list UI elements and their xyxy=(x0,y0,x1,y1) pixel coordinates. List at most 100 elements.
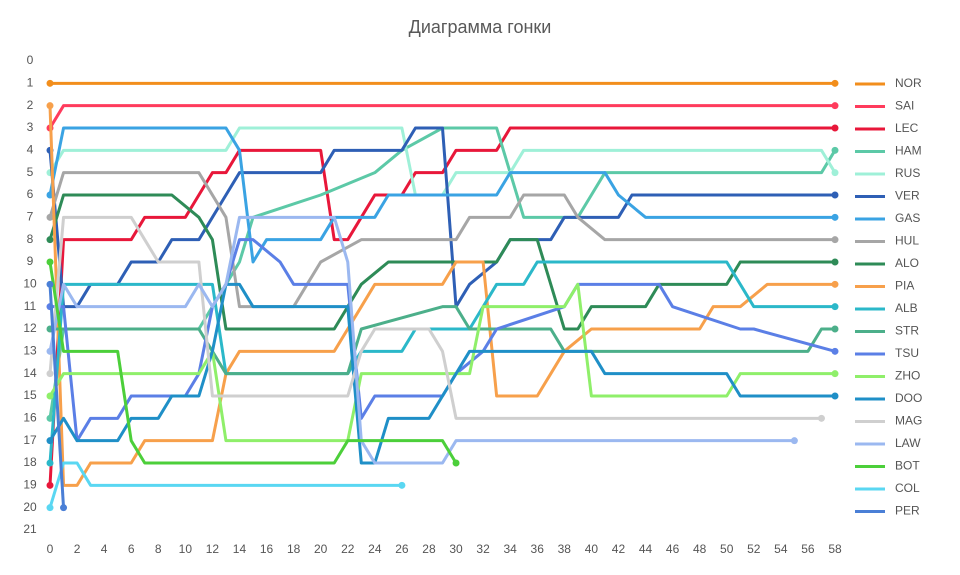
x-tick-label: 42 xyxy=(612,542,626,556)
chart-title: Диаграмма гонки xyxy=(409,17,552,37)
series-line xyxy=(48,126,835,486)
y-tick-label: 5 xyxy=(27,165,34,179)
legend-label: ALO xyxy=(895,256,919,270)
x-tick-label: 2 xyxy=(74,542,81,556)
x-tick-label: 58 xyxy=(828,542,842,556)
series-line xyxy=(48,215,822,420)
x-tick-label: 22 xyxy=(341,542,355,556)
end-marker xyxy=(831,102,839,110)
y-tick-label: 4 xyxy=(27,143,34,157)
end-marker xyxy=(790,437,798,445)
x-tick-label: 44 xyxy=(639,542,653,556)
x-tick-label: 6 xyxy=(128,542,135,556)
legend-label: VER xyxy=(895,189,920,203)
x-tick-label: 32 xyxy=(476,542,490,556)
legend-label: LAW xyxy=(895,436,921,450)
series-line xyxy=(48,261,458,465)
start-marker xyxy=(46,504,54,512)
legend-label: RUS xyxy=(895,166,920,180)
y-tick-label: 12 xyxy=(23,321,37,335)
x-tick-label: 0 xyxy=(47,542,54,556)
series-line xyxy=(50,305,835,376)
end-marker xyxy=(831,280,839,288)
y-tick-label: 21 xyxy=(23,522,37,536)
x-tick-label: 40 xyxy=(585,542,599,556)
series-line xyxy=(48,126,835,264)
x-tick-label: 24 xyxy=(368,542,382,556)
y-tick-label: 0 xyxy=(27,53,34,67)
series-line xyxy=(48,193,835,331)
y-tick-label: 16 xyxy=(23,411,37,425)
x-tick-label: 54 xyxy=(774,542,788,556)
legend-label: NOR xyxy=(895,76,922,90)
x-tick-label: 36 xyxy=(531,542,545,556)
x-tick-label: 28 xyxy=(422,542,436,556)
x-tick-label: 26 xyxy=(395,542,409,556)
series-line xyxy=(50,238,836,443)
end-marker xyxy=(831,124,839,132)
start-marker xyxy=(46,437,54,445)
end-marker xyxy=(831,347,839,355)
y-tick-label: 7 xyxy=(27,210,34,224)
series-line xyxy=(48,171,835,309)
end-marker xyxy=(60,504,68,512)
start-marker xyxy=(46,347,54,355)
end-marker xyxy=(398,481,406,489)
y-tick-label: 20 xyxy=(23,500,37,514)
y-tick-label: 17 xyxy=(23,433,37,447)
x-tick-label: 18 xyxy=(287,542,301,556)
y-tick-label: 8 xyxy=(27,232,34,246)
legend-label: DOO xyxy=(895,391,922,405)
x-tick-label: 12 xyxy=(206,542,220,556)
x-tick-label: 30 xyxy=(449,542,463,556)
x-tick-label: 34 xyxy=(503,542,517,556)
end-marker xyxy=(831,79,839,87)
legend-label: TSU xyxy=(895,346,919,360)
end-marker xyxy=(831,236,839,244)
start-marker xyxy=(46,370,54,378)
y-tick-label: 11 xyxy=(24,299,37,313)
x-tick-label: 4 xyxy=(101,542,108,556)
legend-label: PIA xyxy=(895,279,914,293)
x-tick-label: 38 xyxy=(558,542,572,556)
start-marker xyxy=(46,258,54,266)
legend-label: MAG xyxy=(895,414,922,428)
y-tick-label: 10 xyxy=(23,277,37,291)
x-tick-label: 14 xyxy=(233,542,247,556)
start-marker xyxy=(46,102,54,110)
legend-label: ALB xyxy=(895,301,918,315)
y-tick-label: 3 xyxy=(27,120,34,134)
end-marker xyxy=(831,325,839,333)
series-line xyxy=(48,461,402,509)
end-marker xyxy=(831,370,839,378)
legend-label: ZHO xyxy=(895,369,920,383)
x-tick-label: 16 xyxy=(260,542,274,556)
legend-label: LEC xyxy=(895,121,919,135)
end-marker xyxy=(831,258,839,266)
series-line xyxy=(48,260,835,464)
series-line xyxy=(48,215,795,465)
x-tick-label: 46 xyxy=(666,542,680,556)
start-marker xyxy=(46,280,54,288)
start-marker xyxy=(46,213,54,221)
start-marker xyxy=(46,236,54,244)
y-tick-label: 14 xyxy=(23,366,37,380)
x-tick-label: 50 xyxy=(720,542,734,556)
end-marker xyxy=(831,213,839,221)
x-tick-label: 8 xyxy=(155,542,162,556)
start-marker xyxy=(46,392,54,400)
end-marker xyxy=(831,392,839,400)
series-line xyxy=(48,284,66,508)
end-marker xyxy=(831,303,839,311)
start-marker xyxy=(46,459,54,467)
legend-label: PER xyxy=(895,504,920,518)
x-tick-label: 20 xyxy=(314,542,328,556)
y-tick-label: 9 xyxy=(27,254,34,268)
series-line xyxy=(48,105,835,487)
y-tick-label: 1 xyxy=(27,76,34,90)
legend-label: HUL xyxy=(895,234,919,248)
x-tick-label: 56 xyxy=(801,542,815,556)
legend-label: STR xyxy=(895,324,919,338)
start-marker xyxy=(46,481,54,489)
